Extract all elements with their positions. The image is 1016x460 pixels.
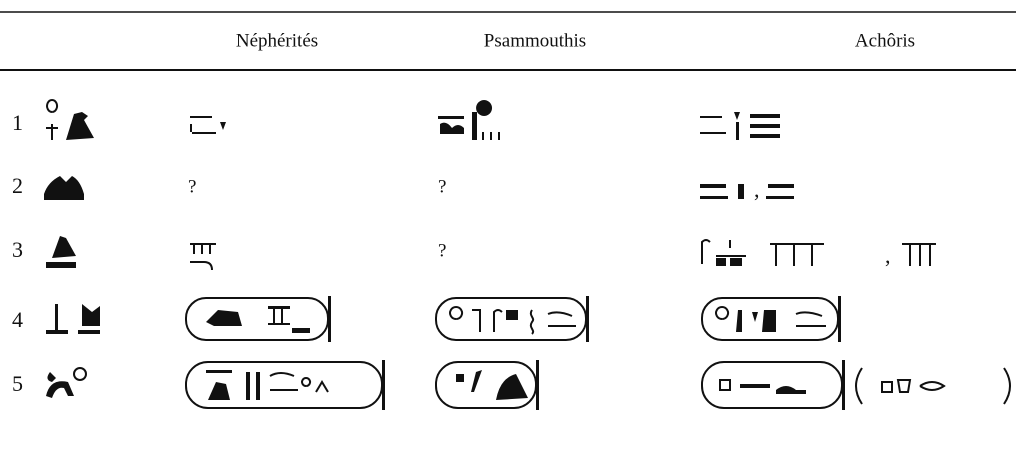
- glyph: [206, 306, 310, 333]
- glyph: [456, 370, 528, 400]
- separator: ,: [885, 243, 891, 268]
- cartouche: [701, 361, 843, 409]
- glyph: [701, 239, 936, 266]
- glyph: [46, 304, 100, 334]
- glyph: [736, 310, 776, 332]
- glyph: [719, 367, 1011, 405]
- row-number: 5: [12, 371, 23, 396]
- row-number: 3: [12, 237, 23, 262]
- glyph: [715, 306, 826, 327]
- row-number: 2: [12, 173, 23, 198]
- cartouche-bar: [536, 360, 539, 410]
- glyph: [46, 372, 74, 398]
- glyph: [506, 310, 518, 320]
- header-cell: Achôris: [855, 30, 915, 51]
- glyph: [206, 370, 260, 400]
- glyph: [438, 100, 500, 140]
- unknown: ?: [438, 176, 446, 197]
- glyph: [700, 184, 794, 199]
- unknown: ?: [438, 240, 446, 261]
- unknown: ?: [188, 176, 196, 197]
- glyph: [73, 367, 87, 381]
- cartouche: [185, 297, 329, 341]
- row-number: 1: [12, 110, 23, 135]
- glyph: [269, 372, 329, 393]
- glyph: [268, 309, 290, 325]
- glyph: [449, 306, 576, 335]
- cartouche-bar: [842, 360, 845, 410]
- header-cell: Psammouthis: [484, 30, 586, 51]
- glyph: [740, 384, 806, 394]
- glyph: [44, 176, 84, 200]
- cartouche-bar: [838, 296, 841, 342]
- separator: ,: [754, 177, 760, 202]
- header-cell: Néphérités: [236, 30, 318, 51]
- glyph: [700, 112, 780, 140]
- glyph: [66, 112, 94, 140]
- cartouche-bar: [586, 296, 589, 342]
- cartouche-bar: [328, 296, 331, 342]
- cartouche-bar: [382, 360, 385, 410]
- hieroglyphs: [44, 99, 1011, 410]
- glyph: [46, 236, 76, 268]
- glyph: [190, 243, 216, 271]
- row-number: 4: [12, 307, 23, 332]
- glyph: [716, 258, 742, 266]
- glyph: [190, 116, 226, 134]
- glyph: [46, 99, 59, 140]
